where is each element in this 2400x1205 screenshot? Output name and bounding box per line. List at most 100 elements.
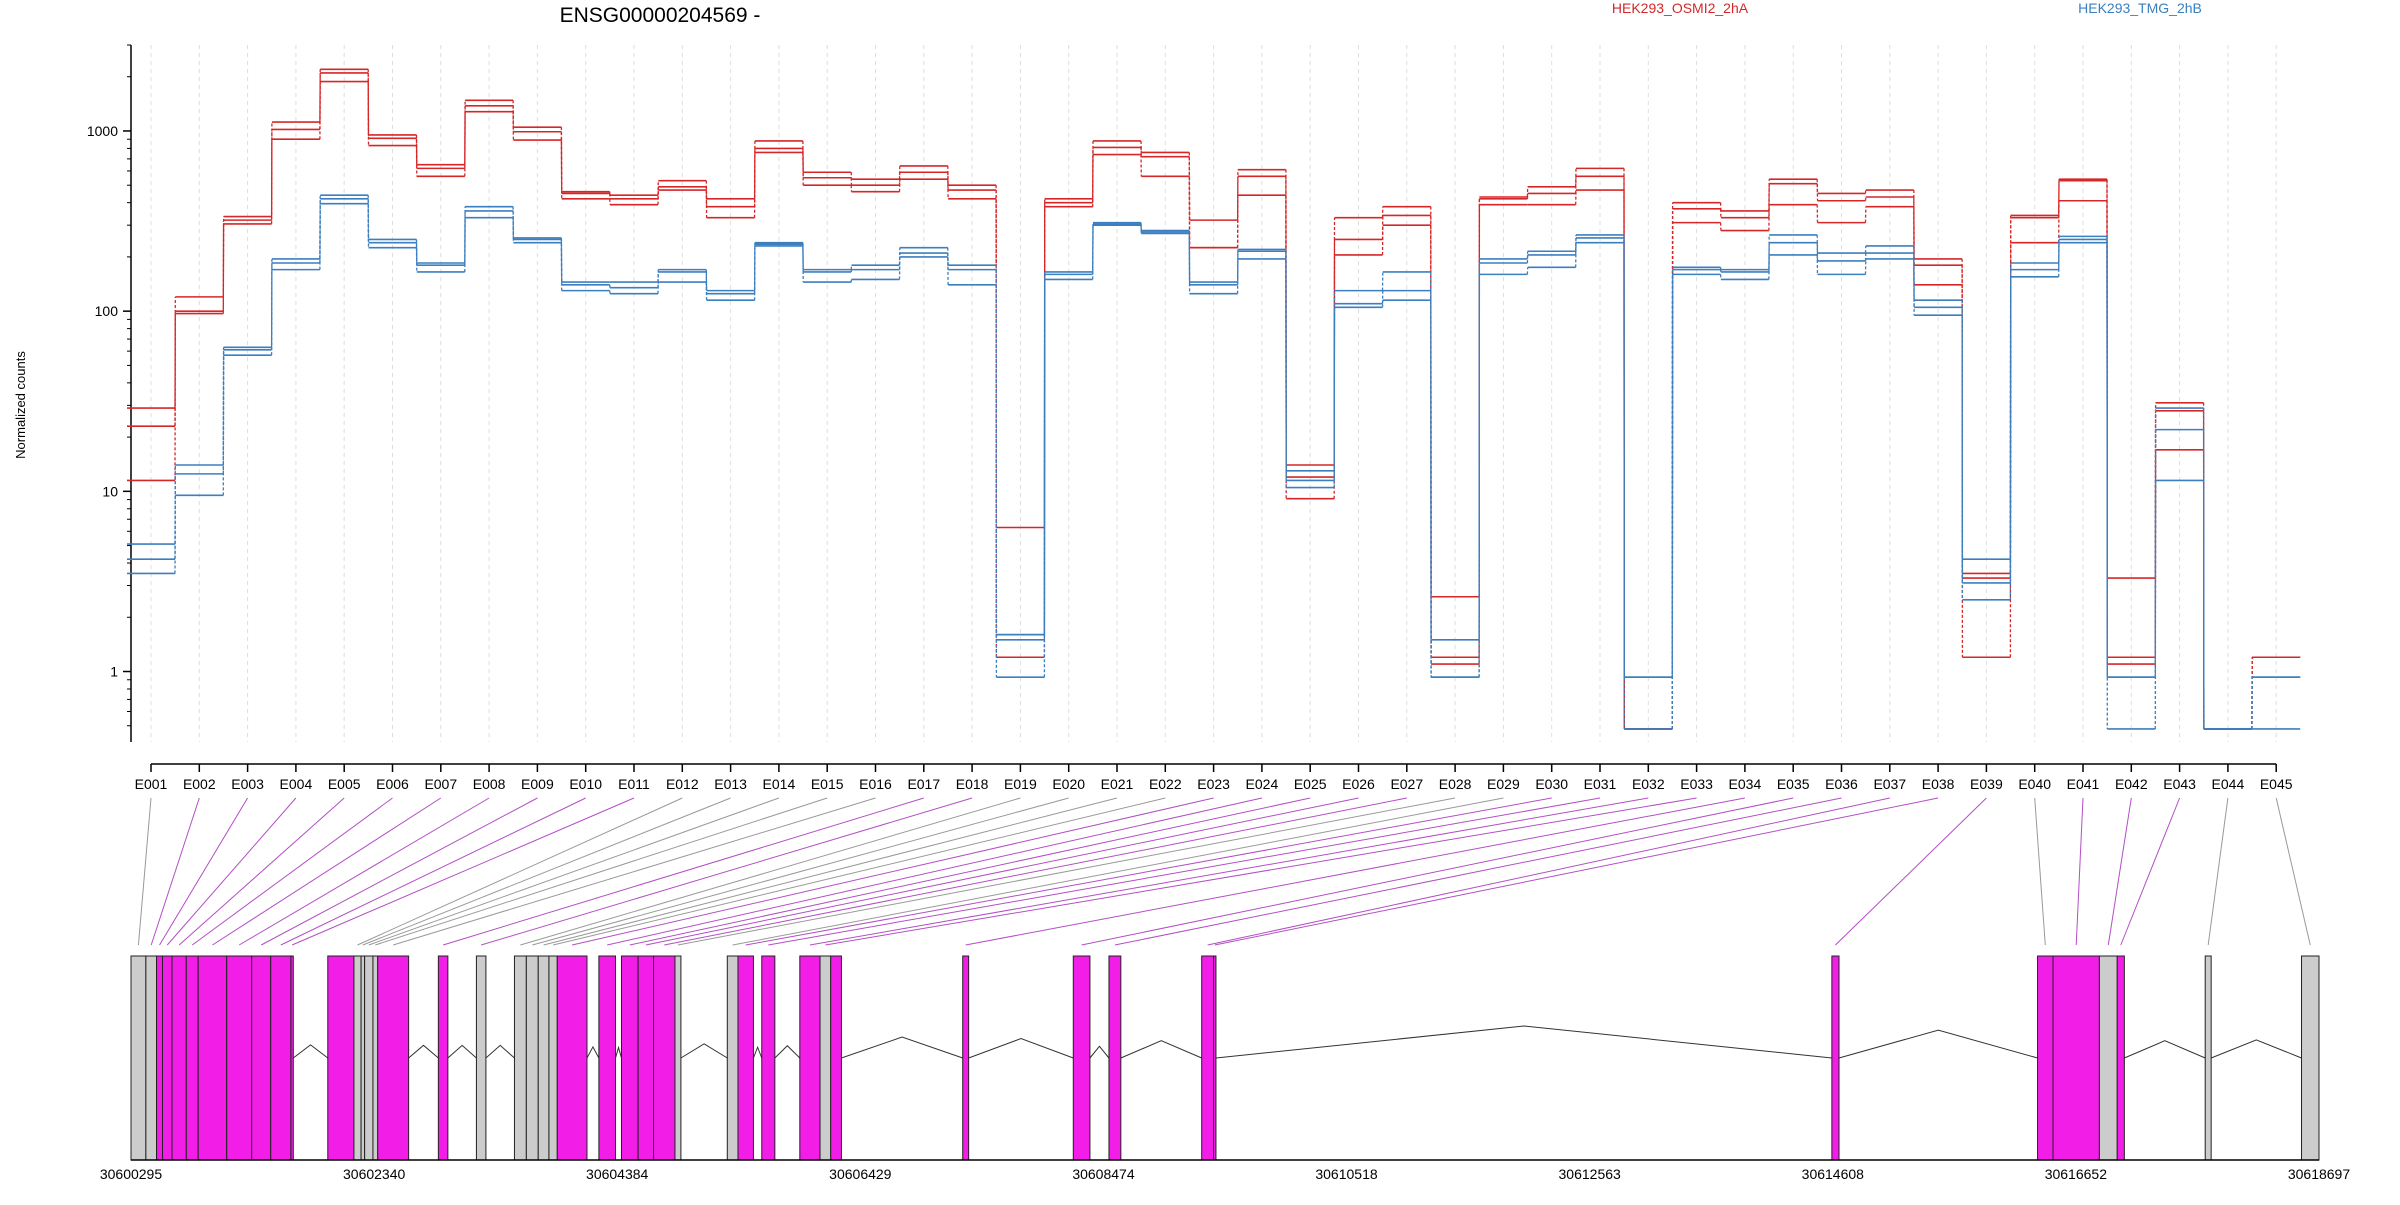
- exon-connector: [2208, 798, 2228, 945]
- vertical-grid: [151, 45, 2276, 742]
- exon-connector: [678, 798, 1455, 945]
- exon-block: [831, 956, 842, 1160]
- exon-connector: [1208, 798, 1890, 945]
- exon-block: [538, 956, 549, 1160]
- exon-connector: [138, 798, 151, 945]
- x-tick-label: E044: [2212, 776, 2245, 792]
- x-tick-label: E038: [1922, 776, 1955, 792]
- exon-block: [1832, 956, 1839, 1160]
- exon-connector: [966, 798, 1745, 945]
- intron-line: [681, 1044, 727, 1058]
- exon-block: [361, 956, 365, 1160]
- x-tick-label: E023: [1197, 776, 1230, 792]
- exon-block: [514, 956, 526, 1160]
- intron-line: [841, 1037, 962, 1058]
- x-tick-label: E015: [811, 776, 844, 792]
- exon-connector: [151, 798, 199, 945]
- coord-tick-label: 30606429: [829, 1166, 892, 1182]
- x-tick-label: E024: [1246, 776, 1279, 792]
- exon-block: [186, 956, 198, 1160]
- x-tick-label: E020: [1052, 776, 1085, 792]
- x-tick-label: E018: [956, 776, 989, 792]
- exon-connector: [532, 798, 1068, 945]
- exon-block: [800, 956, 820, 1160]
- exon-block: [2205, 956, 2211, 1160]
- y-tick-label: 1: [110, 664, 118, 680]
- y-tick-label: 10: [102, 483, 118, 499]
- exon-block: [291, 956, 293, 1160]
- exon-block: [328, 956, 354, 1160]
- exon-connector: [664, 798, 1407, 945]
- exon-block: [271, 956, 291, 1160]
- exon-block: [2053, 956, 2099, 1160]
- coord-tick-label: 30608474: [1072, 1166, 1135, 1182]
- exon-block: [252, 956, 271, 1160]
- coord-tick-label: 30612563: [1559, 1166, 1622, 1182]
- exon-connector: [192, 798, 392, 945]
- coord-tick-label: 30602340: [343, 1166, 406, 1182]
- coord-tick-label: 30604384: [586, 1166, 649, 1182]
- exon-block: [599, 956, 616, 1160]
- x-tick-label: E043: [2163, 776, 2196, 792]
- intron-line: [616, 1047, 622, 1058]
- exon-connector: [1215, 798, 1938, 945]
- exon-connector: [520, 798, 1020, 945]
- exon-connector: [1835, 798, 1986, 945]
- x-tick-label: E033: [1680, 776, 1713, 792]
- x-tick-label: E005: [328, 776, 361, 792]
- coord-tick-label: 30610518: [1315, 1166, 1378, 1182]
- x-tick-label: E035: [1777, 776, 1810, 792]
- intron-line: [753, 1047, 761, 1058]
- exon-block: [476, 956, 486, 1160]
- intron-line: [293, 1045, 327, 1058]
- exon-block: [820, 956, 831, 1160]
- exon-connector: [630, 798, 1310, 945]
- coord-tick-label: 30600295: [100, 1166, 163, 1182]
- x-tick-label: E042: [2115, 776, 2148, 792]
- exon-block: [378, 956, 409, 1160]
- exon-connector: [443, 798, 924, 945]
- exon-block: [163, 956, 173, 1160]
- exon-block: [131, 956, 146, 1160]
- exon-block: [727, 956, 738, 1160]
- exon-connector: [2108, 798, 2131, 945]
- x-tick-label: E012: [666, 776, 699, 792]
- exon-block: [526, 956, 538, 1160]
- exon-connectors: [138, 798, 2310, 945]
- intron-line: [409, 1045, 439, 1058]
- exon-block: [762, 956, 775, 1160]
- exon-block: [157, 956, 163, 1160]
- exon-block: [227, 956, 252, 1160]
- exon-block: [198, 956, 227, 1160]
- x-tick-label: E010: [569, 776, 602, 792]
- exon-block: [557, 956, 587, 1160]
- intron-line: [486, 1045, 515, 1058]
- exon-connector: [1115, 798, 1842, 945]
- exon-block: [621, 956, 638, 1160]
- intron-line: [2124, 1041, 2205, 1058]
- x-tick-label: E007: [424, 776, 457, 792]
- exon-block: [1109, 956, 1121, 1160]
- exon-connector: [825, 798, 1696, 945]
- exon-block: [654, 956, 675, 1160]
- x-tick-label: E002: [183, 776, 216, 792]
- exon-block: [2099, 956, 2117, 1160]
- exon-connector: [2276, 798, 2310, 945]
- x-tick-label: E003: [231, 776, 264, 792]
- x-tick-label: E014: [763, 776, 796, 792]
- exon-block: [438, 956, 448, 1160]
- x-tick-label: E040: [2018, 776, 2051, 792]
- exon-connector: [481, 798, 972, 945]
- exon-block: [963, 956, 969, 1160]
- exon-connector: [375, 798, 827, 945]
- x-tick-label: E037: [1873, 776, 1906, 792]
- x-tick-label: E031: [1584, 776, 1617, 792]
- x-tick-label: E041: [2067, 776, 2100, 792]
- x-tick-label: E027: [1390, 776, 1423, 792]
- exon-block: [1073, 956, 1090, 1160]
- exon-connector: [646, 798, 1359, 945]
- intron-line: [1090, 1046, 1109, 1058]
